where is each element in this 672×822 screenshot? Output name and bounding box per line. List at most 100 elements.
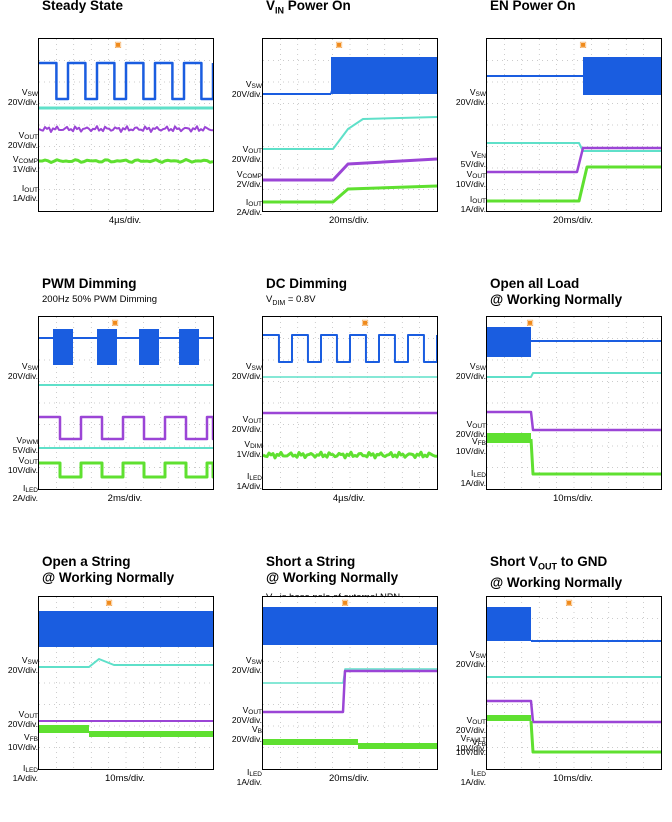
channel-label: VOUT xyxy=(466,419,486,431)
scope-graticule xyxy=(487,597,661,769)
channel-label: 1A/div. xyxy=(12,193,38,203)
scope-screen: ▣ xyxy=(486,38,662,212)
channel-label: 1V/div. xyxy=(236,449,262,459)
trigger-marker: ▣ xyxy=(579,40,587,49)
channel-label: 1A/div. xyxy=(460,478,486,488)
channel-label: 2A/div. xyxy=(236,207,262,217)
channel-label: VSW xyxy=(469,361,486,373)
channel-label: 20V/div. xyxy=(231,665,262,675)
iled-trace xyxy=(529,438,661,476)
iled-band-post xyxy=(358,743,437,749)
trigger-marker: ▣ xyxy=(526,318,534,327)
scope-screen: ▣ xyxy=(262,596,438,770)
panel-shortvout: Short VOUT to GND @ Working Normally ▣ VSW… xyxy=(448,554,672,822)
channel-label: 20V/div. xyxy=(7,371,38,381)
trigger-marker: ▣ xyxy=(105,598,113,607)
vpwm-trace xyxy=(39,415,213,441)
channel-label: VFB xyxy=(472,436,486,448)
channel-label: VSW xyxy=(245,361,262,373)
channel-label: 10V/div. xyxy=(7,465,38,475)
vsw-switching-band xyxy=(487,327,531,357)
iled-trace xyxy=(263,450,437,460)
trigger-marker: ▣ xyxy=(565,598,573,607)
channel-label: ILED xyxy=(22,483,38,495)
panel-subtitle: 200Hz 50% PWM Dimming xyxy=(42,294,158,305)
panel-title: Open a String @ Working Normally xyxy=(42,554,175,585)
scope-graticule xyxy=(487,317,661,489)
channel-label: VSW xyxy=(469,649,486,661)
channel-label: 20V/div. xyxy=(7,140,38,150)
vsw-switching-band xyxy=(39,611,213,647)
panel-vin: VIN Power On ▣ VSW 20V/div. VOUT 20V/div. VCOM… xyxy=(224,0,448,266)
channel-label: 1A/div. xyxy=(460,204,486,214)
time-per-division: 20ms/div. xyxy=(329,773,369,784)
panel-title: Open all Load @ Working Normally xyxy=(490,276,623,307)
vout-trace xyxy=(487,372,661,378)
channel-label: 1A/div. xyxy=(12,773,38,783)
channel-label: 20V/div. xyxy=(231,715,262,725)
scope-waveforms: ▣ xyxy=(263,39,437,211)
channel-label: ILED xyxy=(470,767,486,779)
channel-label: VOUT xyxy=(18,709,38,721)
panel-openall: Open all Load @ Working Normally ▣ VSW 20V/… xyxy=(448,276,672,544)
channel-label: VDIM xyxy=(244,439,262,451)
channel-label: 10V/div. xyxy=(7,742,38,752)
channel-label: 1A/div. xyxy=(460,777,486,787)
panel-title: PWM Dimming xyxy=(42,276,137,291)
panel-title: EN Power On xyxy=(490,0,576,13)
scope-waveforms: ▣ xyxy=(39,39,213,211)
trigger-marker: ▣ xyxy=(361,318,369,327)
panel-pwm: PWM Dimming 200Hz 50% PWM Dimming ▣ VSW 20V/… xyxy=(0,276,224,544)
scope-screen: ▣ xyxy=(262,38,438,212)
channel-label: VSW xyxy=(21,655,38,667)
channel-label: VSW xyxy=(21,361,38,373)
panel-en: EN Power On ▣ VSW 20V/div. VEN 5V/div. VOUT 10V… xyxy=(448,0,672,266)
time-per-division: 10ms/div. xyxy=(553,493,593,504)
channel-label: 10V/div. xyxy=(455,743,486,753)
channel-label: 20V/div. xyxy=(231,371,262,381)
panel-title: DC Dimming xyxy=(266,276,347,291)
scope-screen: ▣ xyxy=(38,316,214,490)
channel-label: VFB xyxy=(24,732,38,744)
vfault-trace xyxy=(487,699,661,724)
scope-screen: ▣ xyxy=(486,596,662,770)
channel-label: ILED xyxy=(246,767,262,779)
channel-label: 20V/div. xyxy=(455,429,486,439)
iled-trace xyxy=(39,461,213,479)
channel-label: VOUT xyxy=(242,414,262,426)
trigger-marker: ▣ xyxy=(114,40,122,49)
scope-waveforms: ▣ xyxy=(487,39,661,211)
channel-label: ILED xyxy=(470,468,486,480)
channel-label: VOUT xyxy=(18,130,38,142)
channel-label: VSW xyxy=(245,79,262,91)
scope-screen: ▣ xyxy=(486,316,662,490)
vout-trace xyxy=(487,146,661,174)
channel-label: VOUT xyxy=(242,144,262,156)
channel-label: VSW xyxy=(469,87,486,99)
vout-trace xyxy=(263,116,437,150)
channel-label: IOUT xyxy=(21,183,38,195)
scope-screen: ▣ xyxy=(38,596,214,770)
channel-label: IOUT xyxy=(469,194,486,206)
scope-screen: ▣ xyxy=(262,316,438,490)
channel-label: 1V/div. xyxy=(12,164,38,174)
channel-label: 20V/div. xyxy=(231,89,262,99)
scope-waveforms: ▣ xyxy=(39,597,213,769)
channel-label: 20V/div. xyxy=(231,154,262,164)
scope-screen: ▣ xyxy=(38,38,214,212)
vb-trace xyxy=(263,669,437,714)
channel-label: 10V/div. xyxy=(455,747,486,757)
vsw-switching-band xyxy=(331,57,437,94)
time-per-division: 4µs/div. xyxy=(108,215,142,226)
iled-band-post xyxy=(89,731,213,737)
channel-label: 1A/div. xyxy=(236,777,262,787)
channel-label: VCOMP xyxy=(236,169,262,181)
panel-title: Short VOUT to GND @ Working Normally xyxy=(490,554,623,590)
vsw-burst-0 xyxy=(53,329,73,365)
time-per-division: 2ms/div. xyxy=(107,493,143,504)
panel-subtitle: VDIM = 0.8V xyxy=(266,294,316,307)
channel-label: ILED xyxy=(246,471,262,483)
vsw-switching-band xyxy=(263,607,437,645)
channel-label: 20V/div. xyxy=(231,734,262,744)
iled-band xyxy=(487,433,531,443)
